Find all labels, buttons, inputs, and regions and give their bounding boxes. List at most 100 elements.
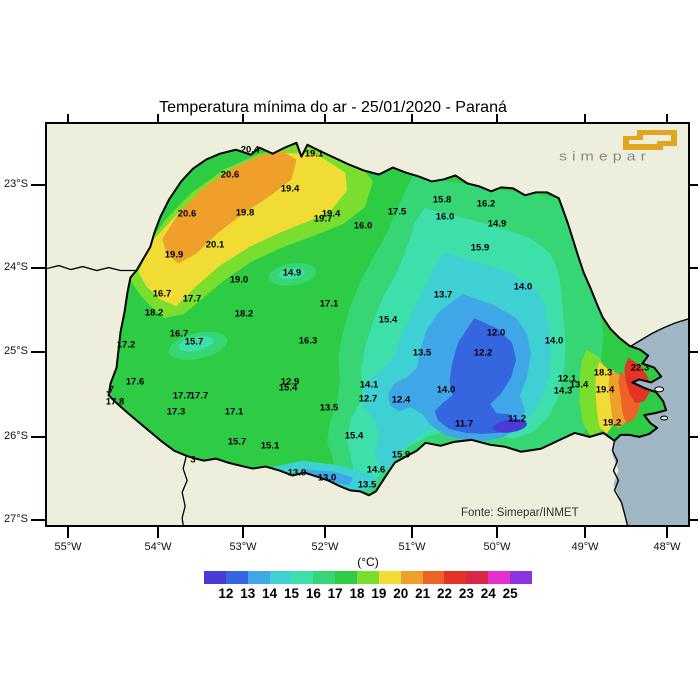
lon-tick-top bbox=[411, 114, 413, 122]
station-value-label: 15.4 bbox=[278, 382, 298, 394]
station-value-label: 16.7 bbox=[152, 288, 172, 300]
coastal-island bbox=[654, 386, 665, 393]
lon-tick bbox=[666, 527, 668, 538]
page-title: Temperatura mínima do ar - 25/01/2020 - … bbox=[159, 99, 507, 116]
station-value-label: 19.4 bbox=[321, 208, 341, 220]
colorbar-segment bbox=[225, 571, 248, 584]
station-value-label: 13.5 bbox=[319, 402, 339, 414]
station-value-label: 14.0 bbox=[513, 281, 533, 293]
lon-label: 52°W bbox=[311, 541, 339, 553]
lon-tick-top bbox=[67, 114, 69, 122]
colorbar-segment bbox=[313, 571, 336, 584]
station-value-label: 17.8 bbox=[105, 396, 125, 408]
lon-tick-top bbox=[324, 114, 326, 122]
colorbar-segment bbox=[400, 571, 423, 584]
lon-tick-top bbox=[496, 114, 498, 122]
station-value-label: 15.4 bbox=[378, 314, 398, 326]
station-value-label: 11.2 bbox=[508, 413, 526, 425]
station-value-label: 12.0 bbox=[486, 327, 506, 339]
coastal-island bbox=[660, 415, 669, 421]
station-value-label: 14.6 bbox=[366, 464, 386, 476]
colorbar-segment bbox=[444, 571, 467, 584]
sc-argentina-border bbox=[181, 456, 188, 525]
station-value-label: 3 bbox=[190, 454, 196, 466]
station-value-label: 20.6 bbox=[177, 208, 197, 220]
station-value-label: 17.2 bbox=[116, 339, 136, 351]
station-value-label: 18.3 bbox=[593, 367, 613, 379]
colorbar-segment bbox=[247, 571, 270, 584]
station-value-label: 19.0 bbox=[229, 274, 249, 286]
station-value-label: 20.1 bbox=[205, 239, 225, 251]
station-value-label: 20.4 bbox=[240, 144, 260, 156]
station-value-label: .7 bbox=[106, 384, 114, 396]
lon-tick bbox=[324, 527, 326, 538]
colorbar-segment bbox=[466, 571, 489, 584]
lat-tick-right bbox=[690, 436, 698, 438]
station-value-label: 15.4 bbox=[344, 430, 364, 442]
station-value-label: 18.2 bbox=[234, 308, 254, 320]
station-value-label: 13.9 bbox=[287, 467, 307, 479]
station-value-label: 17.5 bbox=[387, 206, 407, 218]
lon-tick bbox=[157, 527, 159, 538]
lon-tick bbox=[584, 527, 586, 538]
colorbar-unit-label: (°C) bbox=[357, 555, 379, 569]
station-value-label: 14.9 bbox=[487, 218, 507, 230]
sao-paulo-coastline bbox=[630, 318, 688, 347]
station-value-label: 14.0 bbox=[544, 335, 564, 347]
lat-tick-right bbox=[690, 184, 698, 186]
colorbar-value: 14 bbox=[262, 586, 278, 601]
lon-tick bbox=[242, 527, 244, 538]
lat-tick bbox=[31, 267, 45, 269]
station-value-label: 12.9 bbox=[280, 376, 300, 388]
station-value-label: 15.8 bbox=[432, 194, 452, 206]
colorbar-value: 13 bbox=[240, 586, 256, 601]
station-value-label: 17.3 bbox=[166, 406, 186, 418]
lat-tick-right bbox=[690, 351, 698, 353]
colorbar-segment bbox=[269, 571, 292, 584]
simepar-logo: simepar bbox=[559, 128, 683, 170]
colorbar-segment bbox=[357, 571, 379, 584]
lon-tick bbox=[496, 527, 498, 538]
station-value-label: 14.3 bbox=[553, 385, 573, 397]
station-value-label: 22.3 bbox=[630, 362, 650, 374]
station-value-label: 13.5 bbox=[357, 479, 377, 491]
colorbar-value: 25 bbox=[502, 586, 518, 601]
lat-tick bbox=[31, 184, 45, 186]
lon-label: 50°W bbox=[483, 541, 511, 553]
station-value-label: 11.7 bbox=[455, 418, 473, 430]
station-value-label: 13.0 bbox=[317, 472, 337, 484]
colorbar-value: 12 bbox=[218, 586, 234, 601]
station-value-label: 19.4 bbox=[280, 183, 300, 195]
lat-tick bbox=[31, 351, 45, 353]
lon-tick-top bbox=[666, 114, 668, 122]
lon-tick bbox=[67, 527, 69, 538]
station-value-label: 15.9 bbox=[470, 242, 490, 254]
station-value-label: 17.1 bbox=[224, 406, 244, 418]
station-value-label: 19.2 bbox=[602, 417, 622, 429]
station-value-label: 19.8 bbox=[235, 207, 255, 219]
station-value-label: 17.7 bbox=[182, 293, 202, 305]
source-note: Fonte: Simepar/INMET bbox=[461, 507, 579, 519]
station-value-label: 19.1 bbox=[304, 148, 324, 160]
station-value-label: 19.4 bbox=[595, 384, 615, 396]
ms-sp-state-border bbox=[47, 264, 137, 272]
lat-tick bbox=[31, 436, 45, 438]
lon-tick-top bbox=[157, 114, 159, 122]
colorbar-value: 22 bbox=[437, 586, 453, 601]
lon-label: 55°W bbox=[54, 541, 82, 553]
colorbar-segment bbox=[291, 571, 314, 584]
lon-tick-top bbox=[584, 114, 586, 122]
simepar-logo-icon bbox=[623, 130, 677, 150]
station-value-label: 16.3 bbox=[298, 335, 318, 347]
lat-tick-right bbox=[690, 519, 698, 521]
lat-label: 23°S bbox=[4, 178, 28, 190]
station-value-label: 16.2 bbox=[476, 198, 496, 210]
station-value-label: 15.7 bbox=[184, 336, 204, 348]
simepar-logo-text: simepar bbox=[559, 150, 651, 164]
lat-label: 24°S bbox=[4, 261, 28, 273]
station-value-label: 16.7 bbox=[169, 328, 189, 340]
station-value-label: 15.9 bbox=[391, 449, 411, 461]
lat-tick-right bbox=[690, 267, 698, 269]
colorbar-value: 17 bbox=[327, 586, 343, 601]
